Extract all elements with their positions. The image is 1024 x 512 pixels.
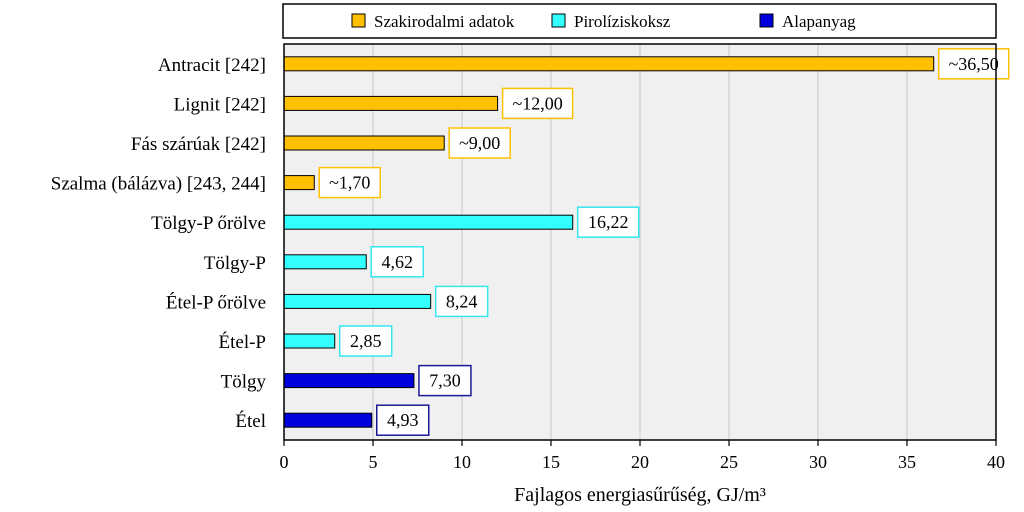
bar	[283, 214, 574, 230]
bars	[283, 56, 935, 428]
x-tick-label: 5	[369, 452, 378, 472]
legend-swatch	[351, 13, 366, 28]
data-label: 4,62	[381, 252, 413, 272]
data-label: ~9,00	[459, 133, 500, 153]
legend-entry: Pirolíziskoksz	[574, 12, 671, 31]
category-label: Fás szárúak [242]	[131, 134, 266, 155]
category-label: Étel-P őrölve	[166, 291, 266, 313]
bar	[283, 412, 373, 428]
data-label-box	[448, 127, 511, 159]
bar	[283, 56, 935, 72]
x-tick-label: 30	[809, 452, 827, 472]
data-label: 7,30	[429, 371, 461, 391]
x-tick-label: 0	[280, 452, 289, 472]
x-tick-label: 25	[720, 452, 738, 472]
data-label-box	[318, 166, 382, 199]
category-label: Lignit [242]	[174, 94, 266, 115]
x-axis-ticks: 0 5 10 15 20 25 30 35 40	[280, 440, 1005, 472]
category-label: Tölgy-P	[204, 253, 266, 274]
data-label: ~36,50	[949, 54, 999, 74]
data-label: 2,85	[350, 331, 382, 351]
x-tick-label: 40	[987, 452, 1005, 472]
legend-frame	[282, 3, 997, 39]
data-label-box	[501, 87, 574, 120]
legend-entry: Alapanyag	[782, 12, 856, 31]
bar	[283, 373, 415, 389]
x-axis-title: Fajlagos energiasűrűség, GJ/m³	[514, 484, 766, 506]
data-label-box	[434, 285, 489, 318]
data-label-box	[576, 206, 640, 238]
data-labels: ~36,50 ~12,00 ~9,00 ~1,70 16,22 4,62 8,24 2,85 7…	[318, 48, 1010, 436]
legend: Szakirodalmi adatok Pirolíziskoksz Alapany…	[282, 3, 997, 39]
bar	[283, 293, 432, 309]
category-label: Antracit [242]	[158, 55, 266, 76]
data-label: ~12,00	[512, 93, 562, 113]
bar	[283, 95, 499, 111]
category-labels: Antracit [242] Lignit [242] Fás szárúak [2…	[51, 55, 267, 432]
category-label: Étel-P	[219, 331, 267, 353]
data-label: 4,93	[387, 410, 419, 430]
category-label: Szalma (bálázva) [243, 244]	[51, 174, 266, 195]
legend-swatch	[759, 13, 774, 28]
data-label-box	[338, 325, 393, 357]
bar	[283, 254, 367, 270]
category-label: Tölgy-P őrölve	[151, 213, 266, 234]
bar	[283, 175, 315, 191]
data-label-box	[370, 246, 424, 278]
data-label-box	[937, 48, 1010, 80]
data-label: 16,22	[588, 212, 629, 232]
x-tick-label: 15	[542, 452, 560, 472]
category-label: Tölgy	[221, 372, 267, 393]
legend-swatch	[551, 13, 566, 28]
x-tick-label: 10	[453, 452, 471, 472]
bar	[283, 333, 336, 349]
bar	[283, 135, 445, 151]
data-label-box	[376, 404, 430, 436]
x-tick-label: 35	[898, 452, 916, 472]
data-label-box	[418, 364, 472, 397]
data-label: 8,24	[446, 291, 478, 311]
x-tick-label: 20	[631, 452, 649, 472]
category-label: Étel	[235, 410, 266, 432]
data-label: ~1,70	[329, 173, 370, 193]
legend-entry: Szakirodalmi adatok	[374, 12, 515, 31]
